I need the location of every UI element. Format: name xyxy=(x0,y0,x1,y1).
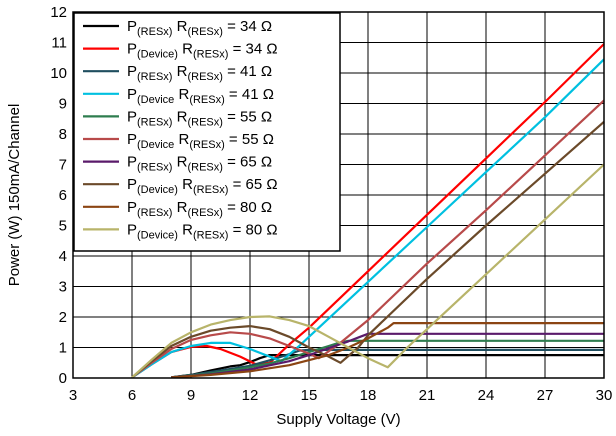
legend-entry: P(Device) R(RESx) = 34 Ω xyxy=(127,41,278,61)
legend-text-part: = 55 Ω xyxy=(225,131,274,148)
legend-text-part: P xyxy=(127,199,137,216)
x-tick-label: 18 xyxy=(360,387,377,404)
y-tick-label: 12 xyxy=(50,4,67,21)
y-tick-label: 1 xyxy=(59,340,67,357)
legend-text-part: = 55 Ω xyxy=(223,108,272,125)
legend-subscript: (Device xyxy=(137,139,174,151)
legend-text-part: P xyxy=(127,176,137,193)
legend-subscript: (Device) xyxy=(137,184,178,196)
legend-text-part: P xyxy=(127,18,137,35)
plot-frame xyxy=(72,11,605,379)
legend-entry: P(Device) R(RESx) = 80 Ω xyxy=(127,221,278,241)
series-line-10 xyxy=(131,163,605,379)
legend-text-part: = 65 Ω xyxy=(223,154,272,171)
legend-subscript: (RESx) xyxy=(137,26,172,38)
y-tick-label: 0 xyxy=(59,370,67,387)
legend-text-part: P xyxy=(127,86,137,103)
y-tick-label: 11 xyxy=(51,35,67,52)
legend-subscript: (RESx) xyxy=(187,207,222,219)
legend-text-part: R xyxy=(172,18,187,35)
legend-subscript: (RESx) xyxy=(189,94,224,106)
series-line-9 xyxy=(171,322,604,379)
x-tick-label: 24 xyxy=(478,387,495,404)
legend-subscript: (RESx) xyxy=(187,71,222,83)
legend-text-part: R xyxy=(172,154,187,171)
legend-subscript: (Device) xyxy=(137,49,178,61)
legend-text-part: P xyxy=(127,41,137,58)
legend-subscript: (RESx) xyxy=(193,229,228,241)
legend-text-part: = 80 Ω xyxy=(228,221,277,238)
legend-text-part: = 41 Ω xyxy=(223,63,272,80)
legend-subscript: (RESx) xyxy=(137,162,172,174)
legend-subscript: (RESx) xyxy=(137,207,172,219)
x-tick-label: 27 xyxy=(537,387,554,404)
y-tick-label: 9 xyxy=(59,96,67,113)
legend-text-part: R xyxy=(174,131,189,148)
series-lines xyxy=(131,43,605,379)
legend-text-part: P xyxy=(127,63,137,80)
legend-text-part: R xyxy=(178,221,193,238)
legend-subscript: (RESx) xyxy=(193,184,228,196)
y-axis-title: Power (W) 150mA/Channel xyxy=(6,104,23,287)
x-tick-label: 21 xyxy=(419,387,436,404)
legend-entry: P(RESx) R(RESx) = 41 Ω xyxy=(127,63,272,83)
legend-subscript: (RESx) xyxy=(187,26,222,38)
x-tick-label: 3 xyxy=(69,387,77,404)
legend-text-part: R xyxy=(174,86,189,103)
x-tick-label: 12 xyxy=(242,387,259,404)
legend-subscript: (RESx) xyxy=(187,162,222,174)
y-tick-label: 5 xyxy=(59,218,67,235)
legend-text-part: P xyxy=(127,131,137,148)
legend-entry: P(RESx) R(RESx) = 65 Ω xyxy=(127,154,272,174)
legend-subscript: (RESx) xyxy=(193,49,228,61)
legend-entry: P(Device R(RESx) = 41 Ω xyxy=(127,86,274,106)
series-line-6 xyxy=(131,99,605,379)
x-axis-title: Supply Voltage (V) xyxy=(276,411,400,428)
legend-subscript: (RESx) xyxy=(137,116,172,128)
x-tick-label: 15 xyxy=(301,387,318,404)
legend: P(RESx) R(RESx) = 34 ΩP(Device) R(RESx) … xyxy=(73,12,341,252)
legend-text-part: R xyxy=(178,176,193,193)
x-tick-label: 9 xyxy=(187,387,195,404)
x-tick-label: 30 xyxy=(596,387,613,404)
legend-text-part: P xyxy=(127,154,137,171)
legend-subscript: (RESx) xyxy=(187,116,222,128)
legend-text-part: R xyxy=(178,41,193,58)
legend-text-part: P xyxy=(127,221,137,238)
legend-text-part: = 80 Ω xyxy=(223,199,272,216)
legend-entry: P(Device) R(RESx) = 65 Ω xyxy=(127,176,278,196)
legend-text-part: P xyxy=(127,108,137,125)
legend-text-part: = 34 Ω xyxy=(223,18,272,35)
y-tick-label: 3 xyxy=(59,279,67,296)
legend-text-part: = 34 Ω xyxy=(228,41,277,58)
legend-subscript: (RESx) xyxy=(137,71,172,83)
legend-entry: P(RESx) R(RESx) = 34 Ω xyxy=(127,18,272,38)
legend-text-part: = 65 Ω xyxy=(228,176,277,193)
legend-entry: P(Device R(RESx) = 55 Ω xyxy=(127,131,274,151)
y-tick-label: 6 xyxy=(59,187,67,204)
y-tick-label: 10 xyxy=(50,65,67,82)
legend-text-part: R xyxy=(172,63,187,80)
legend-box xyxy=(73,12,341,252)
series-line-5 xyxy=(171,339,604,379)
legend-entry: P(RESx) R(RESx) = 80 Ω xyxy=(127,199,272,219)
series-line-4 xyxy=(131,58,605,379)
x-tick-label: 6 xyxy=(128,387,136,404)
series-line-8 xyxy=(131,120,605,379)
legend-subscript: (Device) xyxy=(137,229,178,241)
legend-subscript: (Device xyxy=(137,94,174,106)
legend-text-part: = 41 Ω xyxy=(225,86,274,103)
legend-text-part: R xyxy=(172,199,187,216)
y-tick-label: 8 xyxy=(59,126,67,143)
legend-entry: P(RESx) R(RESx) = 55 Ω xyxy=(127,108,272,128)
legend-subscript: (RESx) xyxy=(189,139,224,151)
y-tick-label: 2 xyxy=(59,309,67,326)
y-tick-label: 7 xyxy=(59,157,67,174)
y-tick-label: 4 xyxy=(59,248,67,265)
plot-border xyxy=(72,11,605,379)
legend-text-part: R xyxy=(172,108,187,125)
